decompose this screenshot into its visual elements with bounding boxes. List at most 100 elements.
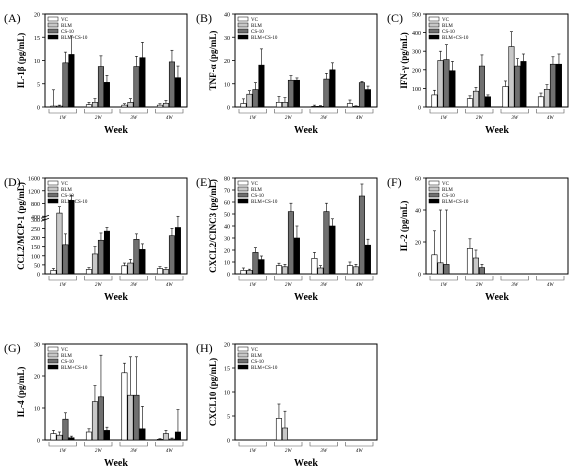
category-label: 4W: [547, 283, 555, 288]
legend-swatch: [237, 186, 249, 192]
bar-vc: [85, 104, 92, 108]
y-tick-label: 20: [34, 375, 40, 381]
bar-blm: [246, 270, 253, 275]
legend-swatch: [47, 22, 59, 28]
category-label: 4W: [356, 116, 364, 121]
bar-blm: [56, 434, 63, 441]
bar-vc: [156, 268, 163, 275]
category-label: 4W: [166, 116, 174, 121]
bar-blm: [91, 401, 98, 441]
y-tick-label: 5: [37, 82, 40, 88]
y-tick-label: 20: [224, 59, 230, 65]
bar-vc: [311, 106, 318, 108]
y-tick-label: 100: [412, 87, 421, 93]
category-label: 1W: [249, 449, 257, 454]
bar-blm-cs-10: [103, 82, 110, 108]
y-tick-label: 30: [224, 36, 230, 42]
y-tick-label: 20: [224, 343, 230, 349]
bar-blm-cs-10: [329, 69, 336, 108]
panel-label: (A): [4, 11, 21, 25]
bar-blm-cs-10: [555, 63, 562, 108]
legend-label: VC: [442, 182, 450, 187]
legend-label: BLM+CS-10: [61, 200, 88, 205]
x-axis-label: Week: [294, 125, 318, 136]
bar-vc: [85, 269, 92, 275]
bar-blm: [281, 102, 288, 108]
bar-cs-10: [252, 89, 259, 108]
legend-label: VC: [442, 18, 450, 23]
bar-blm-cs-10: [484, 96, 491, 108]
y-tick-label: 250: [31, 227, 40, 233]
bar-blm-cs-10: [139, 428, 146, 441]
y-tick-label: 400: [31, 215, 40, 221]
y-axis-label: TNF-α (pg/mL): [208, 31, 218, 91]
x-axis-label: Week: [485, 292, 509, 303]
chart-panel-c: (C) 0 100 200 300 400 500 IFN-γ (pg/mL) Week 1W 2W…: [387, 11, 569, 136]
bar-cs-10: [478, 267, 485, 275]
y-tick-label: 20: [224, 249, 230, 255]
bar-blm: [56, 105, 63, 108]
y-axis-label: CXCL2/CINC3 (pg/mL): [208, 179, 218, 273]
bar-cs-10: [549, 63, 556, 108]
bar-blm: [543, 89, 550, 108]
bar-vc: [240, 103, 247, 108]
y-tick-label: 10: [224, 261, 230, 267]
category-bracket: [429, 276, 458, 281]
bar-blm: [281, 427, 288, 441]
category-label: 1W: [59, 449, 67, 454]
legend-swatch: [237, 364, 249, 370]
bar-vc: [346, 265, 353, 275]
legend-swatch: [428, 186, 440, 192]
legend-label: BLM: [251, 354, 262, 359]
legend-label: BLM+CS-10: [251, 36, 278, 41]
y-tick-label: 15: [34, 36, 40, 42]
legend-label: CS-10: [442, 30, 455, 35]
y-tick-label: 0: [227, 439, 230, 445]
bar-blm: [317, 267, 324, 275]
bar-blm: [437, 262, 444, 275]
bar-cs-10: [358, 195, 365, 275]
legend-swatch: [237, 180, 249, 186]
y-tick-label: 20: [34, 13, 40, 19]
y-tick-label: 0: [37, 273, 40, 279]
y-tick-label: 40: [224, 13, 230, 19]
axis-break-mark: [40, 214, 50, 219]
chart-panel-f: (F) 0 20 40 60 IL-2 (pg/mL) Week 1W 2W 3W 4W VCBLMC…: [387, 175, 569, 303]
category-bracket: [536, 276, 565, 281]
bar-blm: [127, 102, 134, 108]
bar-vc: [466, 248, 473, 275]
legend-swatch: [237, 198, 249, 204]
panel-label: (E): [196, 175, 211, 189]
legend-swatch: [237, 192, 249, 198]
bar-vc: [121, 265, 128, 275]
y-tick-label: 0: [227, 273, 230, 279]
y-tick-label: 20: [415, 241, 421, 247]
panel-label: (F): [387, 175, 402, 189]
legend-label: BLM: [61, 24, 72, 29]
category-bracket: [84, 442, 113, 447]
x-axis-label: Week: [104, 292, 128, 303]
bar-vc: [156, 104, 163, 108]
bar-vc: [240, 270, 247, 275]
y-axis-label: CXCL10 (pg/mL): [208, 358, 218, 426]
x-axis-label: Week: [104, 125, 128, 136]
category-label: 1W: [249, 116, 257, 121]
category-bracket: [84, 276, 113, 281]
bar-vc: [502, 86, 509, 108]
bar-blm-cs-10: [139, 249, 146, 275]
y-tick-label: 30: [224, 237, 230, 243]
bar-blm: [127, 394, 134, 441]
x-axis-label: Week: [104, 458, 128, 466]
legend-swatch: [237, 22, 249, 28]
bar-cs-10: [323, 211, 330, 275]
bar-cs-10: [133, 239, 140, 275]
bar-blm: [246, 93, 253, 108]
legend-swatch: [237, 358, 249, 364]
y-tick-label: 10: [34, 407, 40, 413]
bar-blm-cs-10: [68, 200, 75, 275]
y-tick-label: 200: [412, 68, 421, 74]
bar-vc: [537, 96, 544, 108]
